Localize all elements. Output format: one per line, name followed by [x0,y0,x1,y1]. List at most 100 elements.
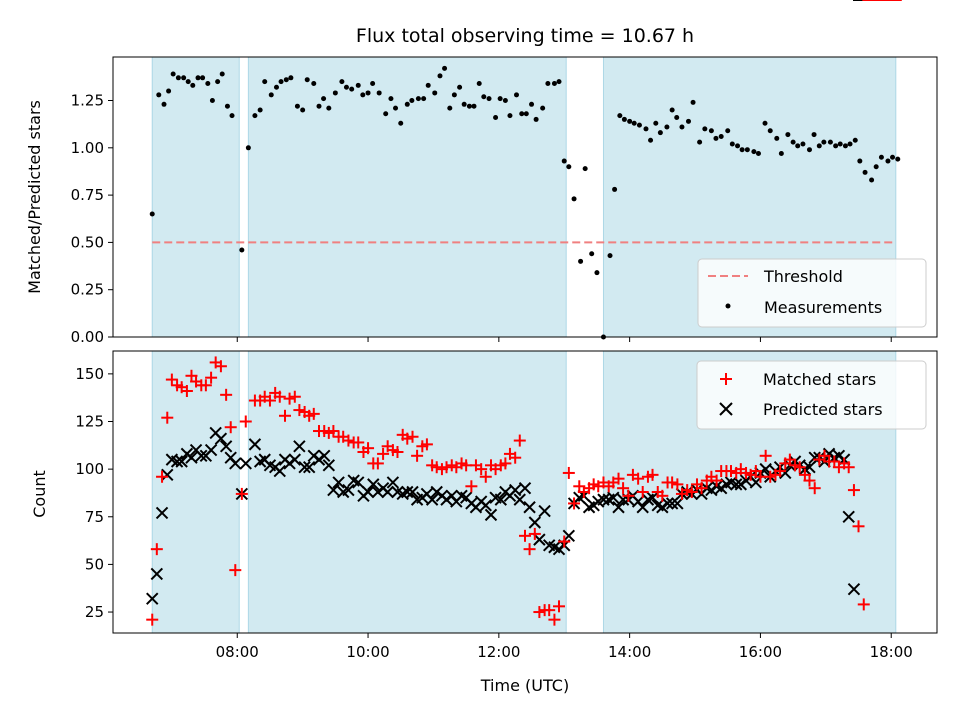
measurement-point [332,90,338,96]
measurement-point [268,92,274,98]
predicted-star-stroke [155,506,169,520]
matched-star-point [617,482,630,495]
y-tick-label: 0.75 [71,186,104,204]
measurement-point [442,65,448,71]
measurement-point [702,126,708,132]
measurement-point [486,96,492,102]
measurement-point [837,141,843,147]
y-tick-label: 0.50 [71,233,104,251]
predicted-star-point [494,493,508,506]
predicted-star-point [538,504,551,518]
measurement-point [589,251,595,257]
matched-star-point [646,468,659,481]
measurement-point [294,103,300,109]
predicted-star-stroke [734,478,748,491]
matched-star-point [146,613,159,626]
predicted-star-point [523,501,536,514]
measurement-point [300,107,306,113]
measurement-point [800,141,806,147]
predicted-star-stroke [146,592,159,605]
predicted-star-stroke [219,440,233,453]
matched-star-point [327,425,340,438]
matched-star-point [499,457,512,470]
measurement-point [621,116,627,122]
matched-star-point [513,434,526,447]
measurement-point [497,96,503,102]
predicted-star-point [371,485,385,499]
matched-star-point [671,478,684,491]
predicted-star-point [195,449,208,463]
measurement-point [657,130,663,136]
predicted-star-stroke [302,461,316,474]
y-tick-label: 1.00 [71,139,104,157]
matched-star-point [783,453,796,466]
matched-star-point [371,457,384,470]
predicted-star-point [513,493,526,506]
matched-star-point [224,421,237,434]
matched-star-point [548,613,561,626]
measurement-point [493,115,499,121]
predicted-star-stroke [391,485,404,499]
predicted-star-stroke [161,468,174,482]
predicted-star-stroke [484,508,498,522]
y-tick-label: 1.25 [71,92,104,110]
predicted-star-stroke [273,464,286,478]
measurement-point [669,107,675,113]
predicted-star-point [842,510,855,523]
measurement-point [421,96,427,102]
matched-star-point [568,497,581,510]
measurement-point [339,79,345,85]
measurement-point [513,92,519,98]
measurement-point [852,137,858,143]
matched-star-point [465,480,478,493]
predicted-star-point [484,508,498,522]
predicted-star-point [361,485,375,499]
predicted-star-stroke [494,493,508,506]
x-axis-label: Time (UTC) [480,676,569,695]
predicted-star-point [150,567,164,581]
predicted-star-stroke [406,485,419,499]
measurement-point [708,128,714,134]
matched-star-point [220,388,233,401]
matched-star-point [362,442,375,455]
measurement-point [166,88,172,94]
observing-interval-1 [247,56,567,338]
measurement-point [283,77,289,83]
measurement-point [847,141,853,147]
x-tick-label: 16:00 [739,643,782,661]
measurement-point [257,107,263,113]
predicted-star-point [440,493,453,506]
measurement-point [744,147,750,153]
predicted-star-point [636,501,649,514]
measurement-point [643,126,649,132]
predicted-star-point [302,461,316,474]
measurement-point [762,120,768,126]
legend-matched-swatch [720,373,732,385]
matched-star-point [632,472,645,485]
matched-star-point [420,438,433,451]
predicted-star-stroke [661,497,674,510]
measurement-point [582,166,588,172]
predicted-star-stroke [479,499,492,512]
matched-star-point [612,472,625,485]
measurement-point [713,135,719,141]
measurement-point [735,143,741,149]
measurement-point [612,186,618,192]
measurement-point [679,124,685,130]
predicted-star-point [734,478,748,491]
matched-star-point [342,434,355,447]
matched-star-point [391,445,404,458]
measurement-point [594,270,600,276]
predicted-star-point [219,440,233,453]
predicted-star-point [552,542,566,556]
measurement-point [476,80,482,86]
predicted-star-stroke [779,466,792,480]
predicted-star-stroke [533,533,546,546]
measurement-point [388,96,394,102]
y-tick-label: 150 [75,365,104,383]
measurement-point [571,196,577,202]
measurement-point [674,115,680,121]
matched-star-point [666,476,679,489]
predicted-star-stroke [548,541,561,554]
predicted-star-point [847,582,861,596]
